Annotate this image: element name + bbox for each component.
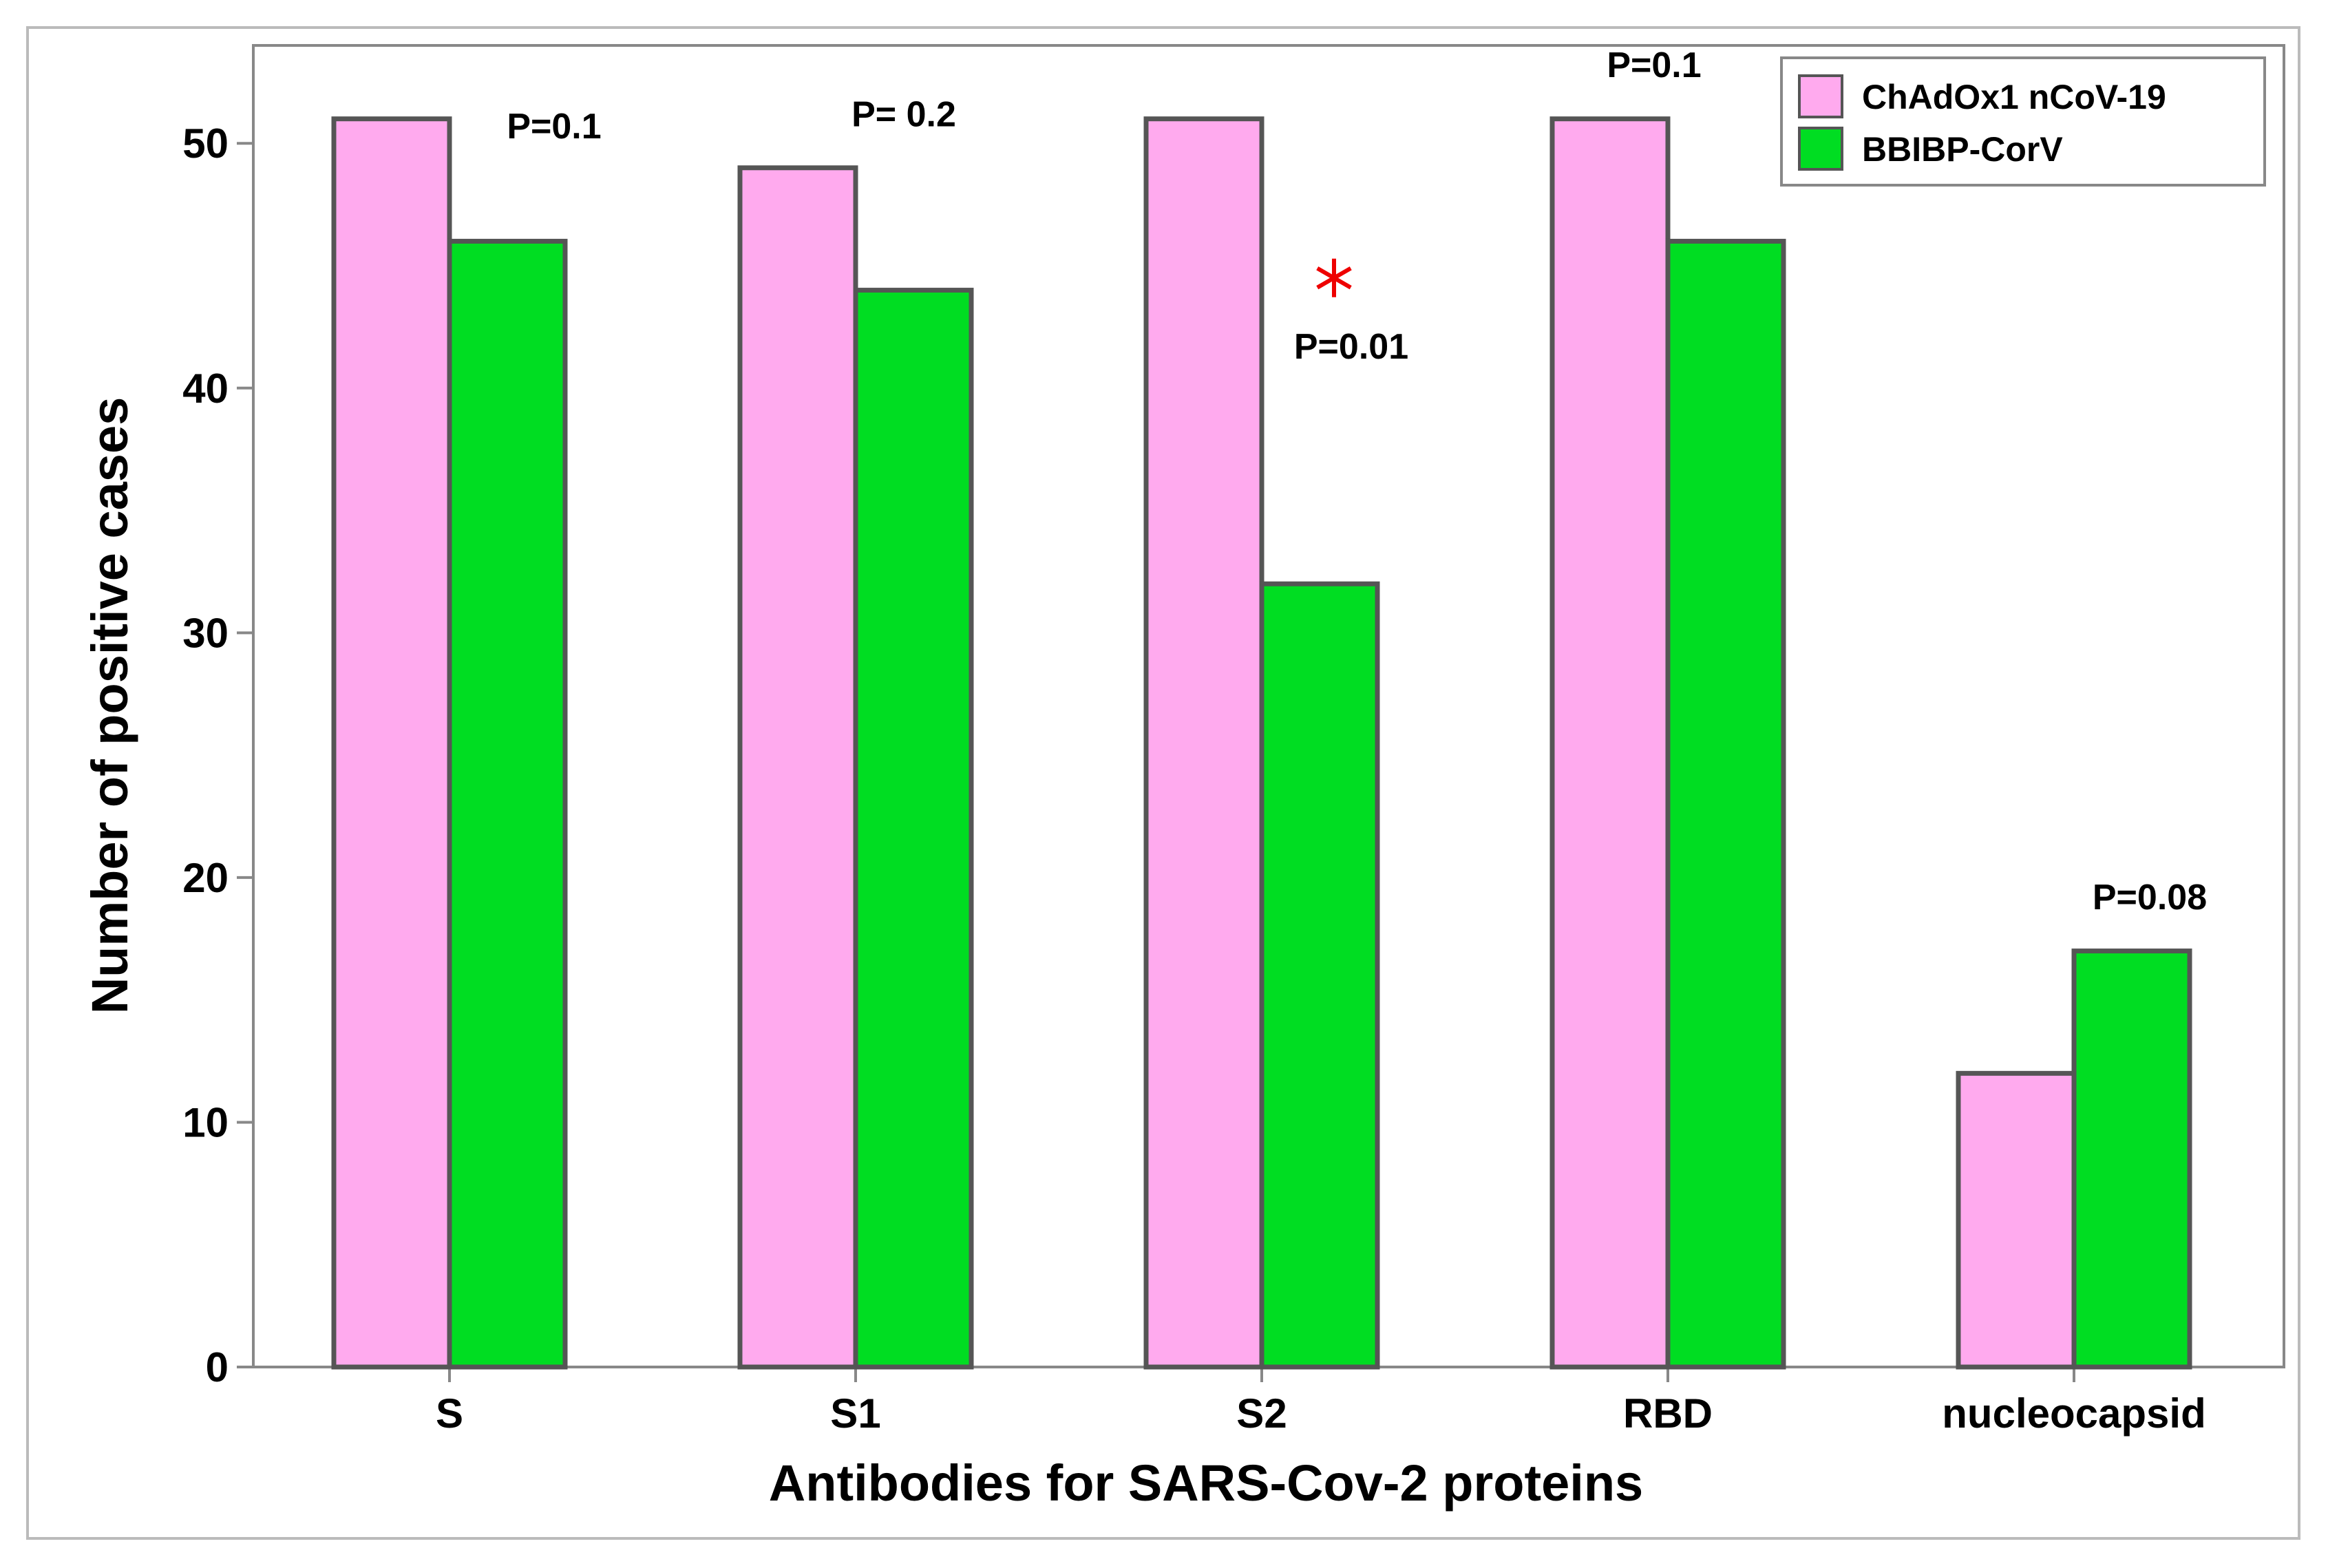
bar-bbibp-s: [447, 238, 568, 1370]
bar-chadox1-rbd: [1549, 116, 1671, 1370]
y-tick-label: 10: [182, 1099, 229, 1145]
bar-bbibp-s1: [853, 288, 974, 1370]
p-value-label: P= 0.2: [851, 94, 956, 134]
legend-label: ChAdOx1 nCoV-19: [1862, 78, 2166, 116]
p-value-label: P=0.1: [507, 107, 601, 147]
x-tick-label: RBD: [1623, 1390, 1713, 1437]
x-tick-label: S2: [1236, 1390, 1287, 1437]
x-tick-label: S1: [830, 1390, 880, 1437]
bar-chadox1-s: [331, 116, 452, 1370]
p-value-label: P=0.1: [1607, 45, 1701, 85]
x-axis-title: Antibodies for SARS-Cov-2 proteins: [769, 1454, 1643, 1512]
y-tick-label: 50: [182, 120, 229, 167]
y-axis: 0 10 20 30 40 50: [182, 120, 253, 1390]
y-tick-label: 0: [206, 1344, 229, 1390]
bars: [331, 116, 2192, 1370]
asterisk-stroke: [1316, 266, 1352, 290]
bar-chadox1-s1: [737, 165, 858, 1370]
x-tick-label: S: [436, 1390, 463, 1437]
significance-asterisk: [1316, 258, 1352, 297]
bar-bbibp-s2: [1259, 581, 1380, 1370]
legend-label: BBIBP-CorV: [1862, 130, 2063, 169]
x-axis: S S1 S2 RBD nucleocapsid: [436, 1367, 2206, 1437]
legend-box: [1780, 56, 2266, 187]
y-axis-title: Number of positive cases: [81, 397, 138, 1015]
p-value-label: P=0.08: [2093, 878, 2207, 918]
legend-swatch: [1798, 74, 1843, 118]
bar-bbibp-rbd: [1665, 238, 1786, 1370]
x-tick-label: nucleocapsid: [1942, 1390, 2205, 1437]
y-tick-label: 20: [182, 855, 229, 901]
p-value-label: P=0.01: [1294, 327, 1408, 367]
legend: ChAdOx1 nCoV-19 BBIBP-CorV: [1780, 56, 2266, 187]
y-tick-label: 30: [182, 610, 229, 656]
bar-chadox1-s2: [1143, 116, 1264, 1370]
annotations: P=0.1 P= 0.2 P=0.01 P=0.1 P=0.08: [507, 45, 2207, 918]
legend-swatch: [1798, 127, 1843, 171]
y-tick-label: 40: [182, 365, 229, 412]
bar-chadox1-nucleocapsid: [1956, 1070, 2077, 1370]
bar-bbibp-nucleocapsid: [2071, 949, 2192, 1370]
